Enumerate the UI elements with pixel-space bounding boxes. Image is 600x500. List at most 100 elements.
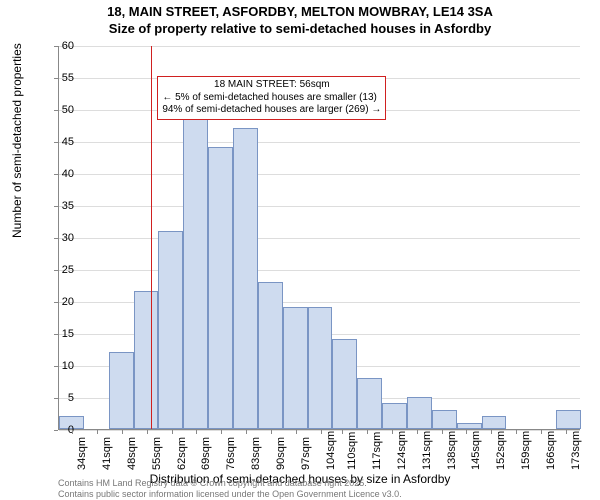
- histogram-bar: [407, 397, 432, 429]
- ytick-mark: [54, 238, 58, 239]
- xtick-mark: [147, 430, 148, 434]
- histogram-bar: [158, 231, 183, 429]
- chart-title-line1: 18, MAIN STREET, ASFORDBY, MELTON MOWBRA…: [0, 0, 600, 21]
- attribution: Contains HM Land Registry data © Crown c…: [58, 478, 402, 500]
- histogram-bar: [208, 147, 233, 429]
- histogram-bar: [332, 339, 357, 429]
- ytick-label: 35: [49, 200, 74, 212]
- histogram-bar: [556, 410, 581, 429]
- gridline: [59, 142, 580, 143]
- xtick-mark: [367, 430, 368, 434]
- ytick-label: 20: [49, 296, 74, 308]
- gridline: [59, 46, 580, 47]
- annotation-title: 18 MAIN STREET: 56sqm: [162, 79, 381, 92]
- attribution-line1: Contains HM Land Registry data © Crown c…: [58, 478, 402, 489]
- ytick-label: 15: [49, 328, 74, 340]
- xtick-label: 173sqm: [570, 431, 582, 470]
- xtick-mark: [221, 430, 222, 434]
- gridline: [59, 270, 580, 271]
- xtick-mark: [392, 430, 393, 434]
- xtick-label: 34sqm: [76, 437, 88, 470]
- xtick-mark: [321, 430, 322, 434]
- ytick-label: 0: [49, 424, 74, 436]
- xtick-mark: [442, 430, 443, 434]
- chart-container: 18, MAIN STREET, ASFORDBY, MELTON MOWBRA…: [0, 0, 600, 500]
- histogram-bar: [258, 282, 283, 429]
- ytick-mark: [54, 334, 58, 335]
- xtick-mark: [566, 430, 567, 434]
- y-axis-label: Number of semi-detached properties: [10, 43, 24, 238]
- xtick-mark: [491, 430, 492, 434]
- ytick-label: 30: [49, 232, 74, 244]
- histogram-bar: [308, 307, 333, 429]
- ytick-label: 40: [49, 168, 74, 180]
- xtick-label: 117sqm: [371, 432, 383, 470]
- xtick-mark: [271, 430, 272, 434]
- xtick-mark: [516, 430, 517, 434]
- ytick-mark: [54, 430, 58, 431]
- ytick-label: 50: [49, 104, 74, 116]
- ytick-label: 10: [49, 360, 74, 372]
- annotation-line1: ← 5% of semi-detached houses are smaller…: [162, 92, 381, 105]
- ytick-mark: [54, 398, 58, 399]
- histogram-bar: [482, 416, 507, 429]
- ytick-mark: [54, 270, 58, 271]
- ytick-mark: [54, 46, 58, 47]
- xtick-label: 152sqm: [495, 431, 507, 470]
- xtick-label: 83sqm: [250, 437, 262, 470]
- histogram-bar: [432, 410, 457, 429]
- attribution-line2: Contains public sector information licen…: [58, 489, 402, 500]
- xtick-mark: [417, 430, 418, 434]
- xtick-label: 159sqm: [520, 431, 532, 470]
- histogram-bar: [109, 352, 134, 429]
- ytick-label: 5: [49, 392, 74, 404]
- xtick-label: 104sqm: [325, 431, 337, 470]
- xtick-label: 48sqm: [126, 437, 138, 470]
- xtick-mark: [172, 430, 173, 434]
- histogram-bar: [357, 378, 382, 429]
- annotation-box: 18 MAIN STREET: 56sqm← 5% of semi-detach…: [157, 76, 386, 120]
- ytick-mark: [54, 110, 58, 111]
- xtick-label: 55sqm: [151, 437, 163, 470]
- ytick-mark: [54, 302, 58, 303]
- xtick-label: 124sqm: [396, 431, 408, 470]
- xtick-label: 145sqm: [470, 431, 482, 470]
- xtick-label: 166sqm: [545, 431, 557, 470]
- xtick-label: 138sqm: [446, 431, 458, 470]
- ytick-mark: [54, 142, 58, 143]
- ytick-label: 60: [49, 40, 74, 52]
- xtick-mark: [246, 430, 247, 434]
- histogram-bar: [233, 128, 258, 429]
- ytick-mark: [54, 174, 58, 175]
- ytick-mark: [54, 366, 58, 367]
- xtick-label: 69sqm: [200, 437, 212, 470]
- xtick-mark: [122, 430, 123, 434]
- xtick-label: 131sqm: [421, 431, 433, 470]
- xtick-label: 62sqm: [176, 437, 188, 470]
- histogram-bar: [183, 109, 208, 429]
- annotation-line2: 94% of semi-detached houses are larger (…: [162, 104, 381, 117]
- histogram-bar: [134, 291, 159, 429]
- xtick-label: 97sqm: [300, 437, 312, 470]
- xtick-label: 76sqm: [225, 437, 237, 470]
- xtick-mark: [196, 430, 197, 434]
- chart-title-line2: Size of property relative to semi-detach…: [0, 21, 600, 38]
- xtick-label: 41sqm: [101, 437, 113, 470]
- gridline: [59, 174, 580, 175]
- xtick-mark: [97, 430, 98, 434]
- gridline: [59, 238, 580, 239]
- ytick-label: 45: [49, 136, 74, 148]
- xtick-mark: [541, 430, 542, 434]
- reference-line: [151, 46, 152, 429]
- histogram-bar: [283, 307, 308, 429]
- histogram-bar: [382, 403, 407, 429]
- gridline: [59, 206, 580, 207]
- ytick-mark: [54, 206, 58, 207]
- xtick-label: 110sqm: [346, 432, 358, 470]
- xtick-label: 90sqm: [275, 437, 287, 470]
- xtick-mark: [342, 430, 343, 434]
- ytick-label: 25: [49, 264, 74, 276]
- xtick-mark: [466, 430, 467, 434]
- ytick-label: 55: [49, 72, 74, 84]
- histogram-bar: [457, 423, 482, 429]
